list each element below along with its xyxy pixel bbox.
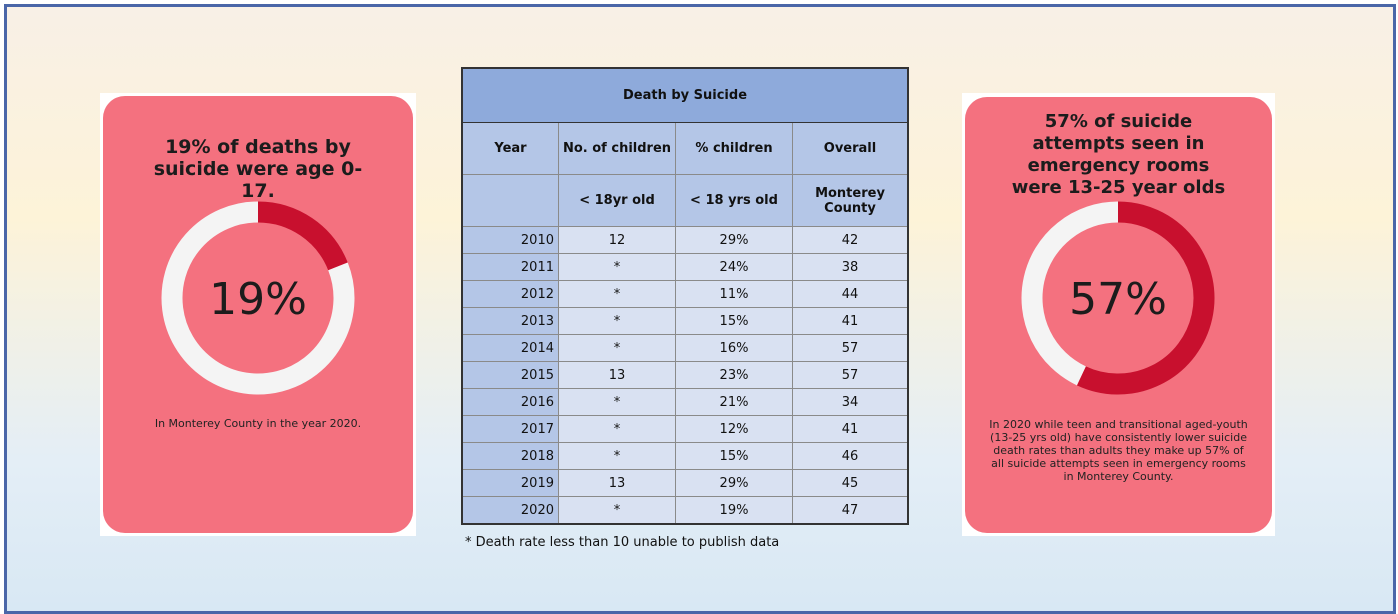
table-cell: 2012 <box>461 280 559 308</box>
table-cell: * <box>558 307 676 335</box>
table-row: 2015 13 23% 57 <box>461 361 909 389</box>
table-cell: * <box>558 253 676 281</box>
donut-segment <box>1076 201 1215 395</box>
table-cell: 2019 <box>461 469 559 497</box>
donut-segment <box>161 201 355 395</box>
donut: 57% <box>1021 201 1215 395</box>
stat-card: 57% of suicide attempts seen in emergenc… <box>965 97 1272 533</box>
header-cell: No. of children <box>558 122 676 175</box>
table-cell: * <box>558 415 676 443</box>
table-cell: 15% <box>675 307 793 335</box>
table-cell: * <box>558 496 676 525</box>
table-cell: 34 <box>792 388 909 416</box>
table-cell: 45 <box>792 469 909 497</box>
card-caption: In Monterey County in the year 2020. <box>154 417 362 430</box>
table-cell: 13 <box>558 361 676 389</box>
table-cell: * <box>558 334 676 362</box>
stat-card: 19% of deaths by suicide were age 0-17. … <box>103 96 413 533</box>
table-cell: 41 <box>792 415 909 443</box>
table-cell: 46 <box>792 442 909 470</box>
donut-segment <box>1021 201 1119 386</box>
table-cell: 29% <box>675 226 793 254</box>
table-row: 2014 * 16% 57 <box>461 334 909 362</box>
table-cell: 29% <box>675 469 793 497</box>
header-cell: Year <box>461 122 559 175</box>
table-cell: 24% <box>675 253 793 281</box>
table-cell: * <box>558 442 676 470</box>
table-cell: 2013 <box>461 307 559 335</box>
table-cell: 47 <box>792 496 909 525</box>
table-cell: 21% <box>675 388 793 416</box>
data-table: Death by Suicide Year No. of children% chi… <box>461 67 909 525</box>
table-cell: 2014 <box>461 334 559 362</box>
table-cell: 2020 <box>461 496 559 525</box>
table-cell: 2017 <box>461 415 559 443</box>
header-cell: < 18yr old <box>558 174 676 227</box>
table-cell: 57 <box>792 334 909 362</box>
center-label: 57% <box>1069 274 1167 325</box>
table-cell: 16% <box>675 334 793 362</box>
table-cell: 44 <box>792 280 909 308</box>
table-cell: * <box>558 280 676 308</box>
table-row: 2016 * 21% 34 <box>461 388 909 416</box>
table-row: 2013 * 15% 41 <box>461 307 909 335</box>
header-cell: Monterey County <box>792 174 909 227</box>
title-row: Death by Suicide <box>461 67 909 123</box>
table-row: 2018 * 15% 46 <box>461 442 909 470</box>
table-cell: 11% <box>675 280 793 308</box>
footnote: * Death rate less than 10 unable to publ… <box>465 535 780 550</box>
table-row: 2020 * 19% 47 <box>461 496 909 525</box>
table-row: 2019 13 29% 45 <box>461 469 909 497</box>
donut: 19% <box>161 201 355 395</box>
subheader-row: < 18yr old < 18 yrs old Monterey County <box>461 174 909 227</box>
table-row: 2011 * 24% 38 <box>461 253 909 281</box>
table-cell: 41 <box>792 307 909 335</box>
table-row: 2010 12 29% 42 <box>461 226 909 254</box>
table-row: 2017 * 12% 41 <box>461 415 909 443</box>
table-cell: 12% <box>675 415 793 443</box>
table-title: Death by Suicide <box>461 67 909 123</box>
header-cell: < 18 yrs old <box>675 174 793 227</box>
table-cell: 38 <box>792 253 909 281</box>
table-cell: 2015 <box>461 361 559 389</box>
center-label: 19% <box>209 274 307 325</box>
table-cell: * <box>558 388 676 416</box>
header-cell: Overall <box>792 122 909 175</box>
header-cell <box>461 174 559 227</box>
table-cell: 12 <box>558 226 676 254</box>
table-cell: 13 <box>558 469 676 497</box>
donut-segment <box>257 201 348 271</box>
table-cell: 2018 <box>461 442 559 470</box>
header-row: Year No. of children% children Overall <box>461 122 909 175</box>
table-cell: 42 <box>792 226 909 254</box>
header-cell: % children <box>675 122 793 175</box>
table-cell: 2011 <box>461 253 559 281</box>
table-cell: 2016 <box>461 388 559 416</box>
card-title: 19% of deaths by suicide were age 0-17. <box>153 136 363 202</box>
table-cell: 23% <box>675 361 793 389</box>
card-title: 57% of suicide attempts seen in emergenc… <box>1011 111 1226 198</box>
table-cell: 15% <box>675 442 793 470</box>
table-row: 2012 * 11% 44 <box>461 280 909 308</box>
table-cell: 19% <box>675 496 793 525</box>
table-cell: 2010 <box>461 226 559 254</box>
table-cell: 57 <box>792 361 909 389</box>
card-caption: In 2020 while teen and transitional aged… <box>989 418 1248 483</box>
